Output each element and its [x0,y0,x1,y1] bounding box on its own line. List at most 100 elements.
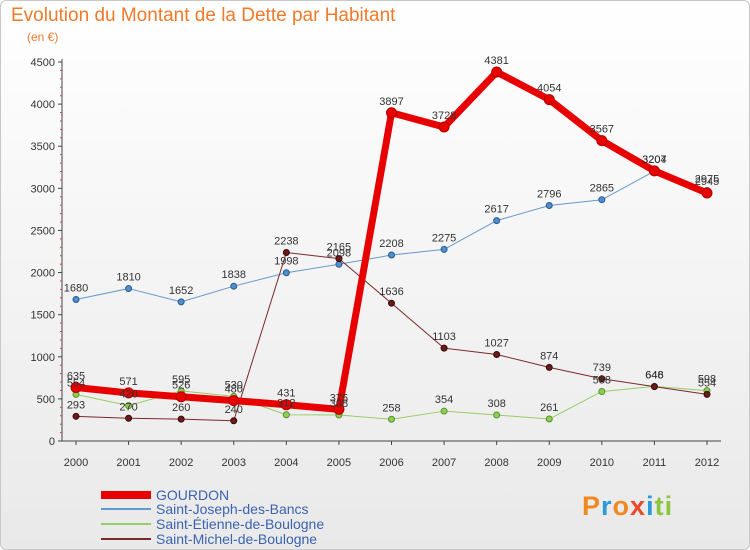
logo-letter: i [646,491,655,521]
x-tick-label: 2003 [222,457,246,469]
data-point [438,121,450,133]
legend-swatch [101,490,151,499]
data-point [493,217,501,225]
data-label: 635 [67,371,85,383]
data-point [228,395,240,407]
data-label: 648 [645,369,663,381]
data-label: 354 [435,394,453,406]
legend-item: Saint-Étienne-de-Boulogne [101,515,325,532]
data-label: 646 [645,370,663,382]
data-point [125,285,133,293]
data-point [230,282,238,290]
data-label: 480 [225,384,243,396]
data-point [701,187,713,199]
data-label: 1838 [222,269,246,281]
data-point [175,391,187,403]
data-point [545,415,553,423]
data-label: 2098 [327,247,351,259]
data-label: 588 [593,374,611,386]
data-point [650,383,658,391]
data-label: 375 [330,392,348,404]
logo-letter: x [630,491,647,521]
logo-letter: i [664,491,674,521]
chart-title: Evolution du Montant de la Dette par Hab… [11,5,396,26]
data-point [598,375,606,383]
data-point [280,399,292,411]
x-tick-label: 2012 [695,457,719,469]
data-label: 308 [330,398,348,410]
data-label: 2208 [379,238,403,250]
data-point [125,402,133,410]
data-point [440,407,448,415]
logo-letter: t [654,491,665,521]
x-tick-label: 2001 [116,457,140,469]
data-point [543,94,555,106]
legend-label: Saint-Étienne-de-Boulogne [156,515,325,532]
data-label: 3207 [642,154,666,166]
data-point [177,415,185,423]
legend-item: Saint-Michel-de-Boulogne [101,531,317,547]
data-label: 2275 [432,232,456,244]
data-label: 260 [172,402,190,414]
data-label: 3567 [590,124,614,136]
data-label: 240 [225,404,243,416]
data-point [177,298,185,306]
data-point [335,255,343,263]
x-tick-label: 2002 [169,457,193,469]
legend-swatch [101,537,151,540]
data-label: 308 [487,398,505,410]
y-tick-label: 500 [37,394,55,406]
data-label: 261 [540,402,558,414]
x-tick-label: 2008 [484,457,508,469]
data-point [282,269,290,277]
data-label: 270 [119,401,137,413]
y-tick-label: 2500 [31,225,55,237]
data-point [703,390,711,398]
data-label: 874 [540,350,558,362]
data-point [388,251,395,259]
y-tick-label: 3500 [31,141,55,153]
legend-item: GOURDON [101,486,230,503]
data-point [388,299,395,307]
data-point [440,245,448,253]
logo-letter: o [612,491,631,521]
chart-subtitle: (en €) [27,30,59,44]
data-label: 2238 [274,236,298,248]
data-label: 2865 [590,183,614,195]
data-point [648,165,660,177]
data-label: 554 [67,377,85,389]
x-tick-label: 2005 [327,457,351,469]
data-label: 3897 [379,96,403,108]
data-label: 595 [172,374,190,386]
data-point [388,415,395,423]
data-label: 739 [593,362,611,374]
legend-label: GOURDON [156,486,230,503]
data-label: 554 [698,377,716,389]
data-label: 312 [277,398,295,410]
x-tick-label: 2010 [590,457,614,469]
data-label: 3204 [642,154,666,166]
x-tick-label: 2006 [379,457,403,469]
data-point [493,351,501,359]
data-label: 2945 [695,176,719,188]
data-point [493,411,501,419]
data-point [125,414,133,422]
data-label: 1680 [64,283,88,295]
y-tick-label: 4000 [31,99,55,111]
proxiti-logo: Proxiti [582,491,673,522]
legend-item: Saint-Joseph-des-Bancs [101,500,309,517]
data-point [598,387,606,395]
data-label: 1103 [432,331,456,343]
y-tick-label: 4500 [31,57,55,69]
data-point [596,135,608,147]
legend-label: Saint-Joseph-des-Bancs [156,500,309,517]
x-tick-label: 2007 [432,457,456,469]
data-point [545,363,553,371]
data-label: 530 [225,379,243,391]
data-label: 431 [277,388,295,400]
data-label: 258 [382,402,400,414]
data-point [72,412,80,420]
data-point [598,196,606,204]
data-label: 4381 [484,55,508,67]
